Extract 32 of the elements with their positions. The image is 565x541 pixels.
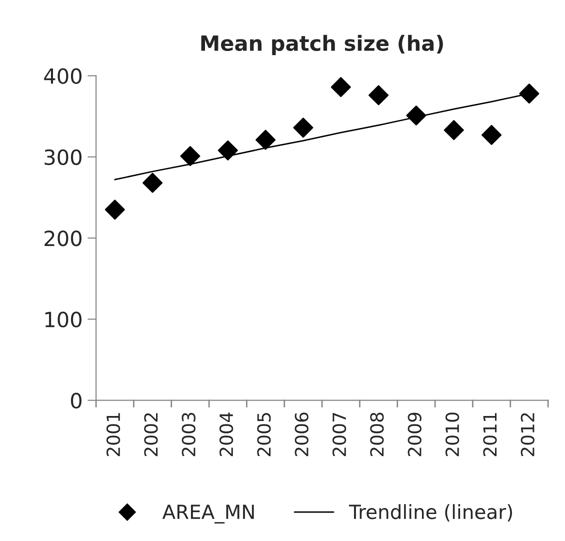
point — [218, 140, 238, 160]
x-tick-label: 2012 — [520, 413, 534, 456]
x-tick-label: 2011 — [483, 413, 497, 456]
point — [482, 124, 502, 145]
y-tick-label: 0 — [70, 392, 82, 409]
point — [444, 120, 464, 140]
x-tick-label: 2009 — [408, 412, 422, 456]
point — [104, 200, 125, 220]
point — [293, 118, 314, 138]
legend-label: Trendline (linear) — [348, 504, 512, 522]
x-tick-label: 2004 — [219, 412, 234, 456]
y-tick-label: 400 — [44, 68, 82, 84]
x-tick-label: 2002 — [144, 413, 158, 456]
x-tick-label: 2010 — [445, 412, 460, 456]
x-tick-label: 2003 — [182, 412, 196, 456]
point — [368, 85, 389, 106]
x-tick-label: 2005 — [257, 413, 271, 456]
point — [180, 146, 200, 166]
y-tick-label: 300 — [44, 149, 82, 166]
point — [330, 77, 351, 98]
legend-label: AREA_MN — [162, 504, 254, 524]
point — [406, 105, 426, 126]
x-tick-label: 2008 — [370, 412, 384, 456]
y-tick-label: 100 — [45, 312, 82, 328]
chart-title: Mean patch size (ha) — [201, 34, 443, 56]
y-tick-label: 200 — [44, 230, 82, 246]
point — [142, 172, 163, 193]
x-tick-label: 2006 — [294, 412, 308, 456]
point — [519, 84, 540, 104]
x-tick-label: 2001 — [106, 413, 120, 456]
point — [256, 130, 276, 150]
x-tick-label: 2007 — [332, 412, 346, 456]
